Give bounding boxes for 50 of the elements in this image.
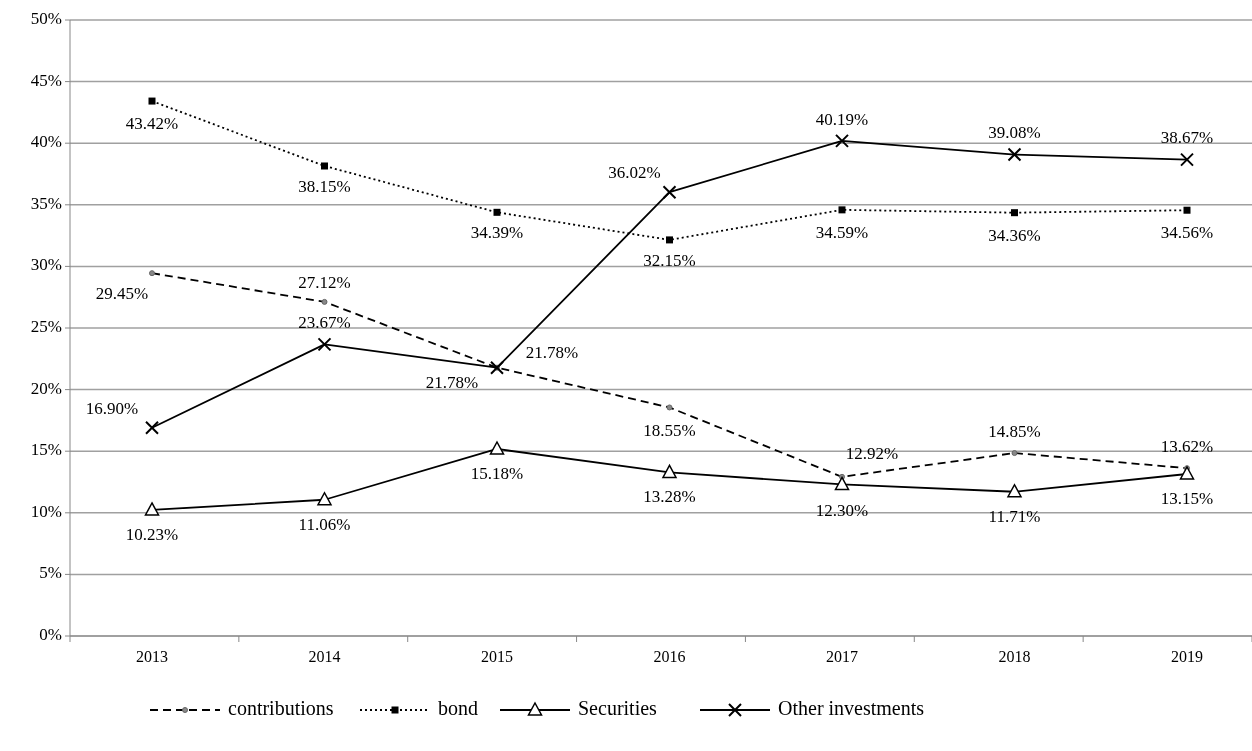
y-tick-label: 20% <box>30 378 62 398</box>
data-label: 21.78% <box>425 372 479 392</box>
x-tick-label: 2016 <box>653 648 686 665</box>
data-label: 27.12% <box>298 272 351 292</box>
data-label: 34.39% <box>470 223 524 243</box>
data-label: 23.67% <box>298 313 351 333</box>
data-label: 29.45% <box>95 284 149 304</box>
data-label: 34.59% <box>815 222 869 242</box>
y-tick-label: 45% <box>30 70 62 90</box>
data-label: 12.30% <box>815 501 869 521</box>
data-label: 18.55% <box>643 421 696 441</box>
legend-label: contributions <box>228 696 334 719</box>
y-tick-label: 40% <box>30 132 62 152</box>
legend-label: bond <box>438 696 478 719</box>
x-tick-label: 2019 <box>1171 648 1203 665</box>
y-tick-label: 0% <box>39 624 62 644</box>
data-label: 38.15% <box>298 176 351 196</box>
x-tick-label: 2014 <box>308 648 341 665</box>
data-label: 14.85% <box>988 421 1041 441</box>
y-tick-label: 30% <box>30 255 62 275</box>
data-label: 11.71% <box>988 506 1041 526</box>
data-label: 36.02% <box>608 163 661 183</box>
data-label: 21.78% <box>525 342 579 362</box>
data-label: 10.23% <box>125 524 179 544</box>
data-label: 32.15% <box>643 250 696 270</box>
x-tick-label: 2018 <box>998 648 1031 665</box>
data-label: 16.90% <box>85 398 139 418</box>
data-label: 40.19% <box>815 109 869 129</box>
data-label: 15.18% <box>470 463 524 483</box>
y-tick-label: 5% <box>39 563 62 583</box>
legend-label: Securities <box>578 696 658 719</box>
data-label: 13.28% <box>643 487 696 507</box>
data-label: 43.42% <box>125 113 179 133</box>
data-label: 39.08% <box>988 123 1041 143</box>
data-label: 13.15% <box>1160 488 1214 508</box>
legend-label: Other investments <box>778 696 925 719</box>
y-tick-label: 35% <box>30 193 62 213</box>
y-tick-label: 25% <box>30 316 62 336</box>
data-label: 38.67% <box>1160 128 1214 148</box>
y-tick-label: 50% <box>30 8 62 28</box>
x-tick-label: 2013 <box>136 648 168 665</box>
data-label: 11.06% <box>298 514 351 534</box>
data-label: 34.36% <box>988 225 1041 245</box>
x-tick-label: 2017 <box>826 648 858 665</box>
y-tick-label: 10% <box>30 501 62 521</box>
data-label: 13.62% <box>1160 437 1214 457</box>
y-tick-label: 15% <box>30 440 62 460</box>
data-label: 34.56% <box>1160 223 1214 243</box>
data-label: 12.92% <box>845 443 899 463</box>
x-tick-label: 2015 <box>481 648 513 665</box>
